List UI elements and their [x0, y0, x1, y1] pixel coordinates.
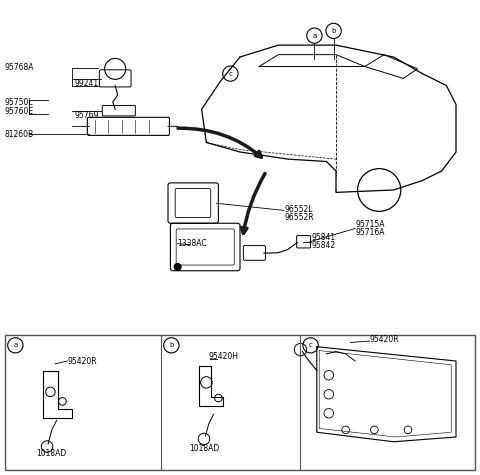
Text: b: b: [331, 28, 336, 34]
Text: b: b: [169, 342, 174, 348]
Text: 95760E: 95760E: [5, 107, 34, 115]
Text: 99241: 99241: [74, 79, 98, 88]
Circle shape: [174, 264, 181, 270]
Text: 96552L: 96552L: [284, 205, 312, 214]
Text: 95420R: 95420R: [370, 335, 399, 344]
Text: 96552R: 96552R: [284, 213, 314, 221]
Text: 95768A: 95768A: [5, 63, 34, 72]
Text: 95716A: 95716A: [355, 228, 384, 237]
Text: c: c: [228, 71, 232, 76]
Text: 95769: 95769: [74, 111, 99, 120]
Text: 95750L: 95750L: [5, 98, 34, 107]
Text: 95841: 95841: [311, 234, 335, 242]
Text: a: a: [312, 33, 316, 38]
Text: a: a: [13, 342, 17, 348]
Text: 1018AD: 1018AD: [36, 449, 66, 458]
Text: 95420H: 95420H: [209, 352, 239, 361]
Text: 95715A: 95715A: [355, 220, 384, 229]
Text: 95842: 95842: [311, 241, 335, 250]
Text: 1338AC: 1338AC: [178, 239, 207, 248]
Text: 81260B: 81260B: [5, 130, 34, 139]
Text: 1018AD: 1018AD: [190, 445, 220, 453]
Text: 95420R: 95420R: [67, 357, 97, 365]
Text: c: c: [309, 342, 312, 348]
